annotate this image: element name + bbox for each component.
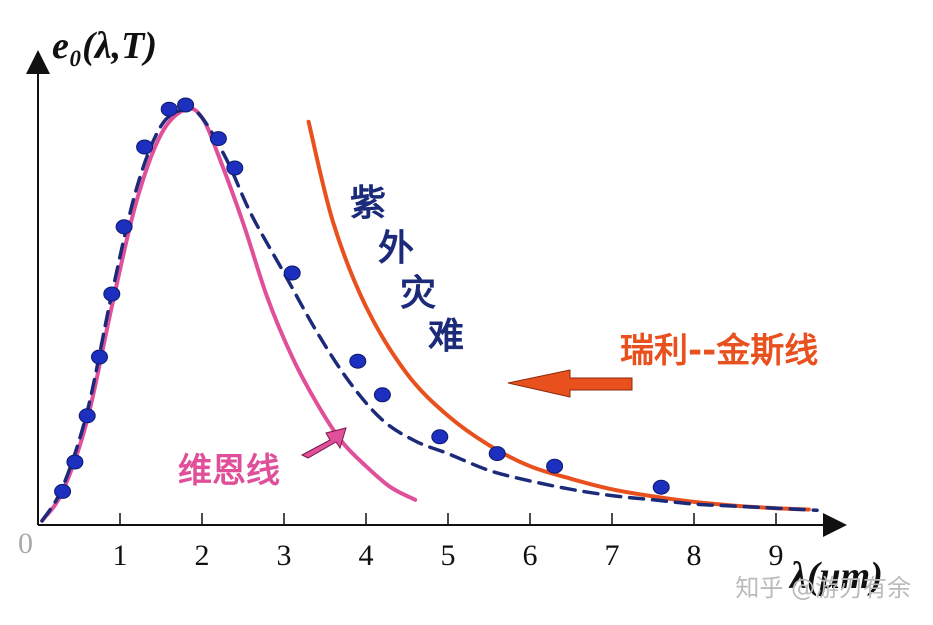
data-point-0 [54,483,72,499]
x-tick-label-9: 9 [769,539,784,572]
data-point-2 [78,408,96,424]
data-point-9 [209,131,227,147]
axes: 1 2 3 4 5 6 7 8 9 0 e₀(λ,T) λ(μm) [18,25,883,597]
data-point-8 [177,97,195,113]
x-tick-label-3: 3 [277,539,292,572]
data-points [54,97,670,499]
planck-dashed-curve [40,106,819,523]
rayleigh-jeans-curve [306,119,811,512]
x-tick-label-2: 2 [195,539,210,572]
uv-catastrophe-char-2: 灾 [400,273,436,314]
x-axis-label: λ(μm) [788,555,883,597]
data-point-14 [431,429,449,445]
wien-label: 维恩线 [178,451,280,491]
x-tick-label-1: 1 [113,539,128,572]
uv-catastrophe-char-3: 难 [428,316,464,357]
uv-catastrophe-char-0: 紫 [350,183,386,224]
data-point-7 [160,101,178,117]
data-point-3 [91,349,108,365]
data-point-16 [546,458,564,474]
x-tick-label-7: 7 [605,539,620,572]
data-point-4 [103,286,121,302]
x-tick-label-5: 5 [441,539,456,572]
rayleigh-jeans-arrow [507,369,633,398]
data-point-12 [349,353,367,369]
data-point-6 [136,139,154,155]
data-point-15 [488,446,506,462]
data-point-5 [115,219,133,235]
wien-arrow [300,427,347,459]
x-tick-label-8: 8 [687,539,702,572]
x-tick-label-6: 6 [523,539,538,572]
rayleigh-jeans-label: 瑞利--金斯线 [620,331,818,371]
data-point-11 [283,265,301,281]
y-axis-label: e₀(λ,T) [52,25,157,67]
data-point-10 [226,160,244,176]
x-tick-label-4: 4 [359,539,374,572]
data-point-13 [373,387,391,403]
data-point-17 [652,479,670,495]
uv-catastrophe-char-1: 外 [378,228,414,269]
origin-label: 0 [18,527,33,560]
watermark: 知乎 @游刃有余 [735,574,911,602]
data-point-1 [66,454,84,470]
curves [40,106,819,523]
